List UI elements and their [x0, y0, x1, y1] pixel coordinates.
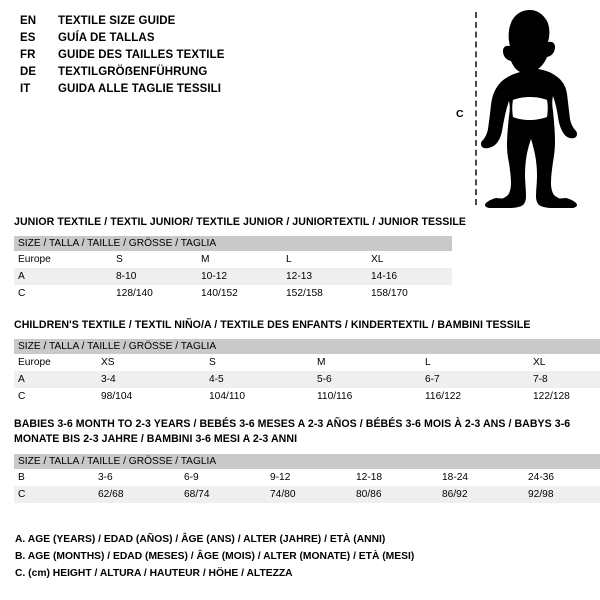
language-title: GUÍA DE TALLAS [58, 32, 155, 44]
table-row: C 98/104 104/110 110/116 116/122 122/128 [14, 388, 600, 405]
table-cell: 80/86 [352, 486, 438, 503]
row-label: C [14, 285, 112, 302]
language-title: GUIDA ALLE TAGLIE TESSILI [58, 83, 222, 95]
table-cell: 68/74 [180, 486, 266, 503]
table-cell: 8-10 [112, 268, 197, 285]
size-table-junior: SIZE / TALLA / TAILLE / GRÖSSE / TAGLIA E… [14, 236, 453, 302]
table-cell: 110/116 [313, 388, 421, 405]
row-label: A [14, 371, 97, 388]
table-header-bar: SIZE / TALLA / TAILLE / GRÖSSE / TAGLIA [14, 454, 600, 469]
table-cell: XL [367, 251, 453, 268]
table-row: A 8-10 10-12 12-13 14-16 [14, 268, 453, 285]
row-label: C [14, 486, 94, 503]
row-label: C [14, 388, 97, 405]
table-cell: 6-9 [180, 469, 266, 486]
table-cell: 128/140 [112, 285, 197, 302]
language-row: IT GUIDA ALLE TAGLIE TESSILI [20, 81, 225, 98]
table-row: Europe XS S M L XL [14, 354, 600, 371]
table-row: A 3-4 4-5 5-6 6-7 7-8 [14, 371, 600, 388]
language-row: DE TEXTILGRÖẞENFÜHRUNG [20, 64, 225, 81]
table-row: Europe S M L XL [14, 251, 453, 268]
table-cell: 116/122 [421, 388, 529, 405]
table-header-bar-label: SIZE / TALLA / TAILLE / GRÖSSE / TAGLIA [14, 236, 453, 251]
table-header-bar: SIZE / TALLA / TAILLE / GRÖSSE / TAGLIA [14, 236, 453, 251]
table-cell: 122/128 [529, 388, 600, 405]
section-junior: JUNIOR TEXTILE / TEXTIL JUNIOR/ TEXTILE … [14, 215, 466, 302]
legend-line: A. AGE (YEARS) / EDAD (AÑOS) / ÂGE (ANS)… [15, 534, 386, 545]
table-cell: L [421, 354, 529, 371]
table-header-bar-label: SIZE / TALLA / TAILLE / GRÖSSE / TAGLIA [14, 454, 600, 469]
size-table-babies: SIZE / TALLA / TAILLE / GRÖSSE / TAGLIA B… [14, 454, 600, 503]
table-row: C 128/140 140/152 152/158 158/170 [14, 285, 453, 302]
table-cell: 18-24 [438, 469, 524, 486]
language-title-list: EN TEXTILE SIZE GUIDE ES GUÍA DE TALLAS FR GU… [20, 13, 225, 98]
table-cell: S [112, 251, 197, 268]
row-label: Europe [14, 251, 112, 268]
section-title-babies: BABIES 3-6 MONTH TO 2-3 YEARS / BEBÉS 3-… [14, 418, 571, 445]
language-title: GUIDE DES TAILLES TEXTILE [58, 49, 225, 61]
height-dashed-line [475, 12, 477, 205]
language-row: EN TEXTILE SIZE GUIDE [20, 13, 225, 30]
language-code: EN [20, 15, 37, 27]
table-cell: 158/170 [367, 285, 453, 302]
table-cell: 98/104 [97, 388, 205, 405]
table-cell: 92/98 [524, 486, 600, 503]
table-cell: M [197, 251, 282, 268]
table-cell: 62/68 [94, 486, 180, 503]
section-children: CHILDREN'S TEXTILE / TEXTIL NIÑO/A / TEX… [14, 318, 600, 405]
language-code: DE [20, 66, 37, 78]
table-row: C 62/68 68/74 74/80 80/86 86/92 92/98 [14, 486, 600, 503]
table-cell: 9-12 [266, 469, 352, 486]
table-cell: 3-6 [94, 469, 180, 486]
table-cell: L [282, 251, 367, 268]
language-title: TEXTILE SIZE GUIDE [58, 15, 176, 27]
table-cell: 4-5 [205, 371, 313, 388]
table-cell: 86/92 [438, 486, 524, 503]
table-cell: 152/158 [282, 285, 367, 302]
figure-illustration: C [450, 0, 600, 215]
size-table-children: SIZE / TALLA / TAILLE / GRÖSSE / TAGLIA E… [14, 339, 600, 405]
language-row: FR GUIDE DES TAILLES TEXTILE [20, 47, 225, 64]
section-babies: BABIES 3-6 MONTH TO 2-3 YEARS / BEBÉS 3-… [14, 417, 600, 503]
table-cell: XS [97, 354, 205, 371]
section-title-children: CHILDREN'S TEXTILE / TEXTIL NIÑO/A / TEX… [14, 319, 531, 331]
language-row: ES GUÍA DE TALLAS [20, 30, 225, 47]
table-cell: XL [529, 354, 600, 371]
table-cell: 3-4 [97, 371, 205, 388]
table-header-bar-label: SIZE / TALLA / TAILLE / GRÖSSE / TAGLIA [14, 339, 600, 354]
language-title: TEXTILGRÖẞENFÜHRUNG [58, 66, 208, 78]
language-code: FR [20, 49, 36, 61]
row-label: A [14, 268, 112, 285]
row-label: Europe [14, 354, 97, 371]
legend-block: A. AGE (YEARS) / EDAD (AÑOS) / ÂGE (ANS)… [15, 531, 414, 582]
table-header-bar: SIZE / TALLA / TAILLE / GRÖSSE / TAGLIA [14, 339, 600, 354]
language-code: ES [20, 32, 36, 44]
table-cell: 14-16 [367, 268, 453, 285]
table-cell: 74/80 [266, 486, 352, 503]
legend-line: C. (cm) HEIGHT / ALTURA / HAUTEUR / HÖHE… [15, 568, 293, 579]
language-code: IT [20, 83, 31, 95]
toddler-silhouette-icon [480, 10, 578, 208]
table-cell: 24-36 [524, 469, 600, 486]
table-cell: 10-12 [197, 268, 282, 285]
table-cell: 140/152 [197, 285, 282, 302]
table-cell: 7-8 [529, 371, 600, 388]
table-cell: 104/110 [205, 388, 313, 405]
table-cell: S [205, 354, 313, 371]
section-title-junior: JUNIOR TEXTILE / TEXTIL JUNIOR/ TEXTILE … [14, 216, 467, 228]
table-cell: 12-13 [282, 268, 367, 285]
table-cell: 5-6 [313, 371, 421, 388]
height-measure-label: C [456, 108, 464, 120]
table-row: B 3-6 6-9 9-12 12-18 18-24 24-36 [14, 469, 600, 486]
table-cell: M [313, 354, 421, 371]
row-label: B [14, 469, 94, 486]
table-cell: 12-18 [352, 469, 438, 486]
legend-line: B. AGE (MONTHS) / EDAD (MESES) / ÂGE (MO… [15, 551, 415, 562]
table-cell: 6-7 [421, 371, 529, 388]
